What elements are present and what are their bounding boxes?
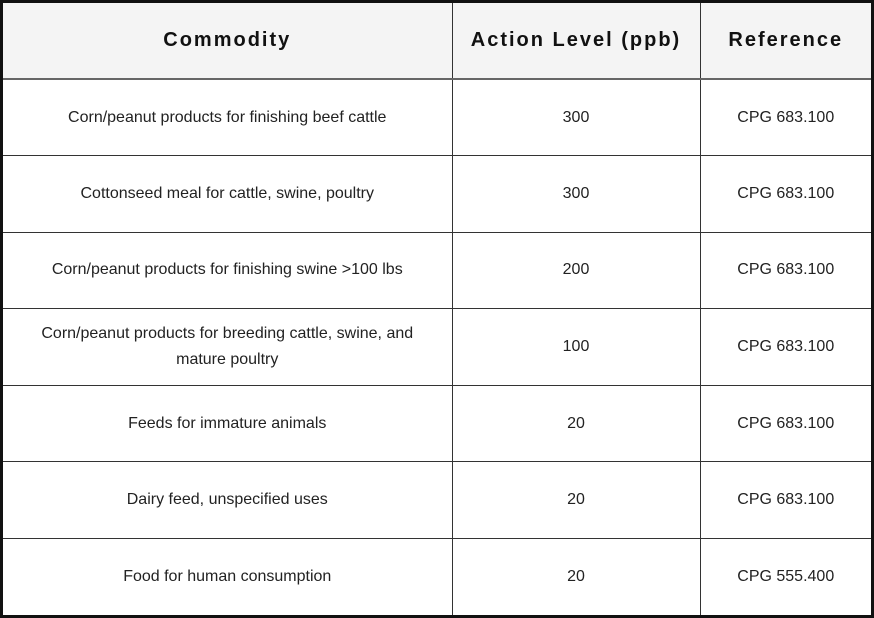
cell-reference: CPG 683.100 [699,231,871,310]
table-row: Food for human consumption 20 CPG 555.40… [3,537,871,615]
cell-action-level: 20 [451,461,701,539]
table-row: Corn/peanut products for breeding cattle… [3,308,871,386]
cell-action-level: 20 [451,384,701,463]
cell-action-level: 200 [451,231,701,310]
cell-action-level: 20 [451,537,701,615]
cell-action-level: 300 [451,79,701,157]
cell-commodity: Corn/peanut products for finishing beef … [3,79,453,157]
cell-commodity: Feeds for immature animals [3,384,453,463]
cell-commodity: Dairy feed, unspecified uses [3,461,453,539]
cell-reference: CPG 683.100 [699,155,871,233]
cell-action-level: 100 [451,308,701,386]
cell-reference: CPG 683.100 [699,384,871,463]
table-row: Corn/peanut products for finishing beef … [3,79,871,157]
cell-commodity: Food for human consumption [3,537,453,615]
action-levels-table: Commodity Action Level (ppb) Reference C… [3,3,871,615]
cell-reference: CPG 683.100 [699,461,871,539]
table-row: Corn/peanut products for finishing swine… [3,231,871,310]
cell-action-level: 300 [451,155,701,233]
cell-commodity: Cottonseed meal for cattle, swine, poult… [3,155,453,233]
cell-commodity: Corn/peanut products for breeding cattle… [3,308,453,386]
table-row: Dairy feed, unspecified uses 20 CPG 683.… [3,461,871,539]
header-commodity: Commodity [3,3,453,80]
cell-reference: CPG 683.100 [699,79,871,157]
table-row: Feeds for immature animals 20 CPG 683.10… [3,384,871,463]
cell-reference: CPG 555.400 [699,537,871,615]
header-row: Commodity Action Level (ppb) Reference [3,3,871,80]
header-action-level: Action Level (ppb) [451,3,701,80]
table-row: Cottonseed meal for cattle, swine, poult… [3,155,871,233]
cell-commodity: Corn/peanut products for finishing swine… [3,231,453,310]
cell-reference: CPG 683.100 [699,308,871,386]
header-reference: Reference [699,3,871,80]
